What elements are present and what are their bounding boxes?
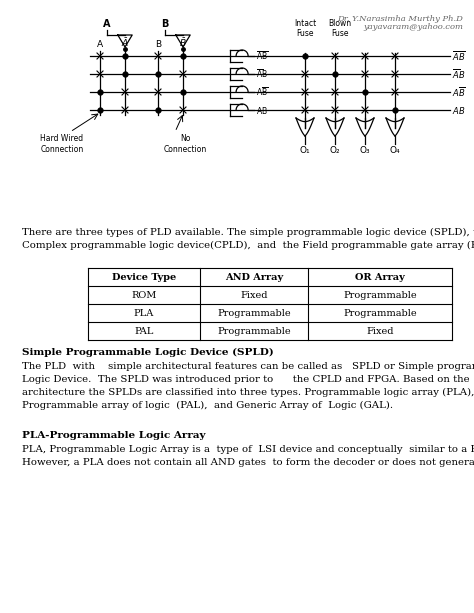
Text: Programmable: Programmable — [343, 308, 417, 318]
Text: B: B — [155, 40, 161, 49]
Text: $\bar{A}$: $\bar{A}$ — [121, 36, 129, 49]
Text: O₃: O₃ — [360, 146, 370, 155]
Text: A: A — [103, 19, 111, 29]
Text: $AB$: $AB$ — [452, 104, 465, 115]
Text: Dr. Y.Narasimha Murthy Ph.D: Dr. Y.Narasimha Murthy Ph.D — [337, 15, 463, 23]
Text: Intact
Fuse: Intact Fuse — [294, 18, 316, 38]
Text: ${\rm A}\overline{\rm B}$: ${\rm A}\overline{\rm B}$ — [256, 86, 269, 99]
Text: There are three types of PLD available. The simple programmable logic device (SP: There are three types of PLD available. … — [22, 228, 474, 237]
Text: Fixed: Fixed — [240, 291, 268, 300]
Text: architecture the SPLDs are classified into three types. Programmable logic array: architecture the SPLDs are classified in… — [22, 388, 474, 397]
Text: $\overline{A}\overline{B}$: $\overline{A}\overline{B}$ — [452, 49, 466, 63]
Text: ROM: ROM — [131, 291, 157, 300]
Text: Complex programmable logic device(CPLD),  and  the Field programmable gate array: Complex programmable logic device(CPLD),… — [22, 241, 474, 250]
Text: Programmable: Programmable — [217, 327, 291, 335]
Text: $\bar{B}$: $\bar{B}$ — [179, 36, 187, 49]
Text: ${\rm A}{\rm B}$: ${\rm A}{\rm B}$ — [256, 104, 268, 115]
Text: Blown
Fuse: Blown Fuse — [328, 18, 352, 38]
Text: Programmable: Programmable — [343, 291, 417, 300]
Text: AND Array: AND Array — [225, 273, 283, 281]
Text: However, a PLA does not contain all AND gates  to form the decoder or does not g: However, a PLA does not contain all AND … — [22, 458, 474, 467]
Text: The PLD  with    simple architectural features can be called as   SPLD or Simple: The PLD with simple architectural featur… — [22, 362, 474, 371]
Text: Programmable: Programmable — [217, 308, 291, 318]
Text: $\overline{\rm A}\overline{\rm B}$: $\overline{\rm A}\overline{\rm B}$ — [256, 50, 269, 62]
Text: A: A — [97, 40, 103, 49]
Text: OR Array: OR Array — [355, 273, 405, 281]
Text: Device Type: Device Type — [112, 273, 176, 281]
Text: PLA, Programmable Logic Array is a  type of  LSI device and conceptually  simila: PLA, Programmable Logic Array is a type … — [22, 445, 474, 454]
Text: O₂: O₂ — [330, 146, 340, 155]
Text: PAL: PAL — [134, 327, 154, 335]
Text: No
Connection: No Connection — [164, 134, 207, 154]
Text: $\overline{A}B$: $\overline{A}B$ — [452, 67, 465, 81]
Text: B: B — [161, 19, 169, 29]
Text: O₁: O₁ — [300, 146, 310, 155]
Text: Fixed: Fixed — [366, 327, 394, 335]
Text: Logic Device.  The SPLD was introduced prior to      the CPLD and FPGA. Based on: Logic Device. The SPLD was introduced pr… — [22, 375, 470, 384]
Text: $A\overline{B}$: $A\overline{B}$ — [452, 85, 466, 99]
Text: Programmable array of logic  (PAL),  and Generic Array of  Logic (GAL).: Programmable array of logic (PAL), and G… — [22, 401, 393, 410]
Text: PLA-Programmable Logic Array: PLA-Programmable Logic Array — [22, 431, 206, 440]
Text: yayavaram@yahoo.com: yayavaram@yahoo.com — [363, 23, 463, 31]
Text: O₄: O₄ — [390, 146, 401, 155]
Text: Hard Wired
Connection: Hard Wired Connection — [40, 134, 83, 154]
Text: $\overline{\rm A}{\rm B}$: $\overline{\rm A}{\rm B}$ — [256, 67, 268, 80]
Text: PLA: PLA — [134, 308, 154, 318]
Text: Simple Programmable Logic Device (SPLD): Simple Programmable Logic Device (SPLD) — [22, 348, 274, 357]
